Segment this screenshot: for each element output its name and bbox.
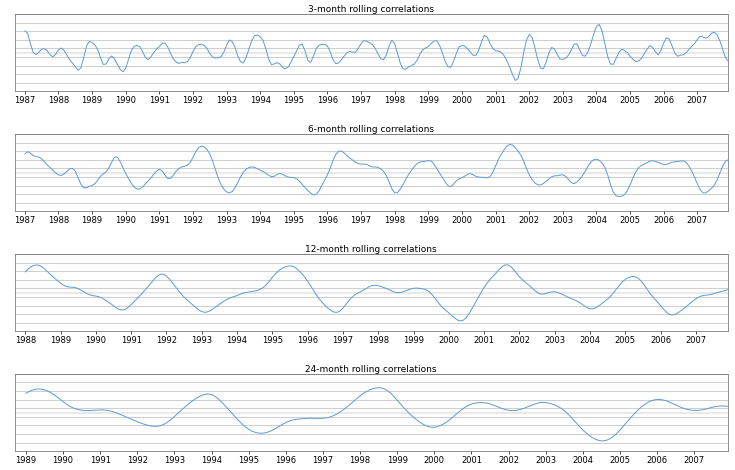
Title: 12-month rolling correlations: 12-month rolling correlations — [305, 245, 437, 254]
Title: 6-month rolling correlations: 6-month rolling correlations — [308, 125, 434, 134]
Title: 3-month rolling correlations: 3-month rolling correlations — [308, 5, 434, 14]
Title: 24-month rolling correlations: 24-month rolling correlations — [306, 365, 437, 374]
